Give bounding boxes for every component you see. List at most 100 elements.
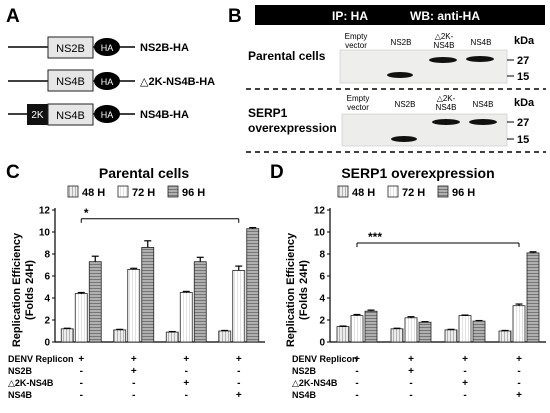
bar [498, 330, 512, 343]
treatment-row-label: △2K-NS4B [8, 378, 54, 388]
legend-swatch [67, 185, 79, 198]
legend-label: 48 H [82, 187, 105, 199]
blot-band [466, 56, 494, 62]
ns4b-box [47, 69, 94, 92]
blot-row-label: SERP1 [248, 106, 288, 120]
legend-label: 96 H [452, 187, 475, 199]
treatment-sign: + [236, 354, 242, 365]
y-tick-label: 0 [319, 338, 325, 349]
treatment-sign: - [355, 378, 358, 389]
legend-swatch [437, 185, 449, 198]
bar [526, 252, 540, 343]
construct-ns2b-ha: NS2B HA NS2B-HA [8, 36, 189, 59]
lane-label: NS4B [434, 41, 455, 50]
treatment-sign: + [408, 354, 414, 365]
panel-b-letter: B [228, 6, 242, 27]
bar [165, 331, 179, 343]
treatment-row-label: DENV Replicon [292, 354, 358, 364]
chart-d-title: SERP1 overexpression [341, 165, 494, 181]
treatment-sign: - [409, 378, 412, 389]
bar [218, 330, 232, 343]
ha-tag [94, 38, 120, 56]
construct-ns4b-ha: 2K NS4B HA NS4B-HA [8, 103, 189, 126]
panel-a-letter: A [6, 6, 20, 27]
blot-band [432, 119, 460, 125]
lane-label: Empty [345, 32, 368, 41]
panel-a: A NS2B HA NS2B-HA NS4B HA △2K-NS4B-HA 2K… [6, 6, 215, 126]
bar [60, 328, 74, 343]
chart-c-ylabel: (Folds 24H) [24, 260, 36, 320]
treatment-sign: - [463, 366, 466, 377]
bar [444, 329, 458, 343]
bar [127, 268, 141, 343]
treatment-sign: - [517, 378, 520, 389]
treatment-row-label: NS2B [292, 366, 317, 376]
treatment-sign: + [516, 354, 522, 365]
treatment-sign: + [183, 354, 189, 365]
ns4b-box-label: NS4B [56, 110, 85, 122]
lane-label: △2K- [437, 94, 456, 103]
bar [350, 315, 364, 343]
chart-c: 0 2 4 6 8 10 12 48 H 72 H 96 H * [39, 185, 265, 349]
lane-label: vector [347, 103, 369, 112]
y-tick-label: 10 [314, 228, 326, 239]
treatment-sign: + [78, 354, 84, 365]
blot-membrane [341, 113, 508, 147]
ha-tag-label: HA [101, 110, 114, 120]
legend-label: 72 H [402, 187, 425, 199]
y-tick-label: 12 [314, 206, 326, 217]
y-tick-label: 6 [44, 272, 50, 283]
blot-band [391, 136, 417, 142]
treatment-sign: - [463, 390, 466, 401]
treatment-table-d: DENV Replicon+ + + +NS2B - + - -△2K-NS4B - - + -NS4… [292, 354, 522, 401]
construct-label: △2K-NS4B-HA [140, 76, 215, 88]
treatment-sign: + [462, 354, 468, 365]
lane-label: Empty [347, 94, 370, 103]
y-tick-label: 2 [319, 316, 325, 327]
lane-label: vector [345, 41, 367, 50]
significance-label: *** [368, 230, 382, 244]
bar [404, 317, 418, 343]
legend-swatch [167, 185, 179, 198]
treatment-sign: + [408, 366, 414, 377]
bar [336, 326, 350, 343]
legend-swatch [117, 185, 129, 198]
kda-label: kDa [514, 97, 535, 109]
blot-row-label: overexpression [248, 121, 337, 135]
chart-c-title: Parental cells [99, 165, 189, 181]
y-tick-label: 4 [44, 294, 50, 305]
ha-tag-label: HA [101, 43, 114, 53]
treatment-sign: + [354, 354, 360, 365]
ha-tag [94, 72, 120, 90]
y-tick-label: 6 [319, 272, 325, 283]
chart-d-ylabel: (Folds 24H) [298, 260, 310, 320]
chart-d: 0 2 4 6 8 10 12 48 H 72 H 96 H *** [314, 185, 546, 349]
marker-label: 15 [517, 134, 529, 146]
bar [472, 320, 486, 343]
treatment-sign: - [80, 390, 83, 401]
y-tick-label: 4 [319, 294, 325, 305]
bar [193, 261, 207, 343]
bar [512, 305, 526, 343]
chart-c-ylabel: Replication Efficiency [11, 232, 23, 347]
legend-swatch [387, 185, 399, 198]
y-tick-label: 8 [44, 250, 50, 261]
treatment-sign: - [355, 366, 358, 377]
2k-box [27, 104, 48, 125]
blot-header-wb: WB: anti-HA [410, 9, 480, 23]
treatment-row-label: NS4B [292, 390, 317, 400]
blot-header-bar [255, 5, 545, 25]
panel-c-letter: C [6, 162, 20, 183]
y-tick-label: 12 [39, 206, 51, 217]
ha-tag [94, 105, 120, 123]
lane-label: △2K- [435, 32, 454, 41]
legend-label: 96 H [182, 187, 205, 199]
blot-header-ip: IP: HA [332, 9, 368, 23]
y-tick-label: 2 [44, 316, 50, 327]
kda-label: kDa [514, 35, 535, 47]
blot-band [429, 57, 457, 63]
ha-tag-label: HA [101, 77, 114, 87]
lane-label: NS2B [395, 100, 416, 109]
treatment-sign: + [131, 354, 137, 365]
lane-label: NS2B [391, 38, 412, 47]
